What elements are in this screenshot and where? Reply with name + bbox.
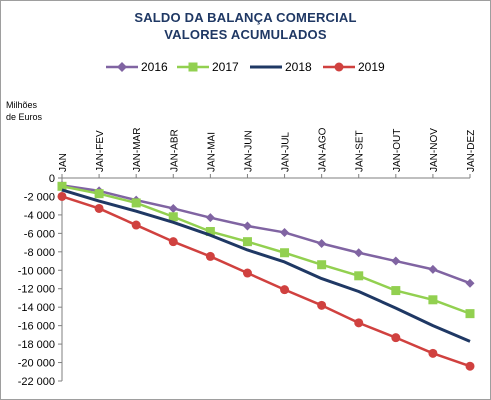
data-point-2016 [205,213,215,223]
legend-swatch-2019 [323,62,355,72]
y-axis-title-line1: Milhões [6,100,38,110]
data-point-2017 [354,271,364,281]
data-point-2016 [242,221,252,231]
data-point-2017 [317,260,327,270]
data-point-2016 [428,264,438,274]
series-line-2018 [61,188,471,343]
data-point-2019 [317,300,327,310]
data-point-2017 [428,295,438,305]
data-point-2019 [391,333,401,343]
chart-title: SALDO DA BALANÇA COMERCIAL [134,10,357,25]
y-tick-label: -20 000 [18,358,55,370]
y-tick-label: 0 [49,173,55,185]
x-tick-label: JAN-AGO [318,127,329,172]
data-point-2019 [168,237,178,247]
data-point-2019 [242,268,252,278]
data-point-2019 [131,220,141,230]
y-tick-label: -14 000 [18,302,55,314]
x-tick-label: JAN-MAI [206,132,217,172]
legend-swatch-2017 [177,62,209,72]
data-point-2016 [354,248,364,258]
y-tick-label: -4 000 [24,210,55,222]
x-tick-label: JAN-JUN [243,130,254,172]
data-point-2016 [465,278,475,288]
x-tick-label: JAN [58,153,69,172]
chart-legend: 2016 2017 2018 2019 [0,59,491,75]
legend-label-2016: 2016 [141,60,168,74]
series-line-2016 [61,184,471,285]
data-point-2017 [94,189,104,199]
data-point-2017 [168,212,178,222]
x-tick-label: JAN-ABR [169,129,180,172]
data-point-2017 [205,227,215,237]
legend-swatch-2016 [106,62,138,72]
x-tick-label: JAN-JUL [281,132,292,172]
y-tick-label: -18 000 [18,339,55,351]
y-axis-title: Milhões de Euros [6,99,42,123]
data-point-2016 [317,239,327,249]
x-tick-label: JAN-DEZ [466,130,477,172]
data-point-2019 [465,361,475,371]
y-tick-label: -6 000 [24,228,55,240]
legend-label-2017: 2017 [212,60,239,74]
x-tick-label: JAN-SET [355,130,366,172]
y-tick-label: -12 000 [18,284,55,296]
data-point-2016 [391,256,401,266]
data-point-2017 [391,286,401,296]
data-point-2017 [465,309,475,319]
chart-subtitle: VALORES ACUMULADOS [164,27,327,42]
series-line-2017 [61,185,471,315]
data-point-2017 [131,198,141,208]
data-point-2019 [428,348,438,358]
data-point-2019 [280,285,290,295]
data-point-2019 [205,251,215,261]
data-point-2019 [94,203,104,213]
x-tick-label: JAN-MAR [132,128,143,172]
y-axis-title-line2: de Euros [6,112,43,122]
x-tick-label: JAN-OUT [392,129,403,172]
legend-label-2018: 2018 [285,60,312,74]
data-point-2017 [57,181,67,191]
y-tick-label: -8 000 [24,247,55,259]
y-tick-label: -16 000 [18,321,55,333]
series-line-2019 [61,195,471,368]
data-point-2016 [280,227,290,237]
legend-label-2019: 2019 [358,60,385,74]
x-tick-label: JAN-FEV [95,130,106,172]
data-point-2019 [354,318,364,328]
data-point-2017 [242,237,252,247]
legend-swatch-2018 [250,65,282,69]
data-point-2017 [280,248,290,258]
data-point-2019 [57,191,67,201]
data-point-2016 [168,203,178,213]
y-tick-label: -2 000 [24,191,55,203]
x-tick-label: JAN-NOV [429,128,440,172]
y-tick-label: -10 000 [18,265,55,277]
y-tick-label: -22 000 [18,376,55,388]
